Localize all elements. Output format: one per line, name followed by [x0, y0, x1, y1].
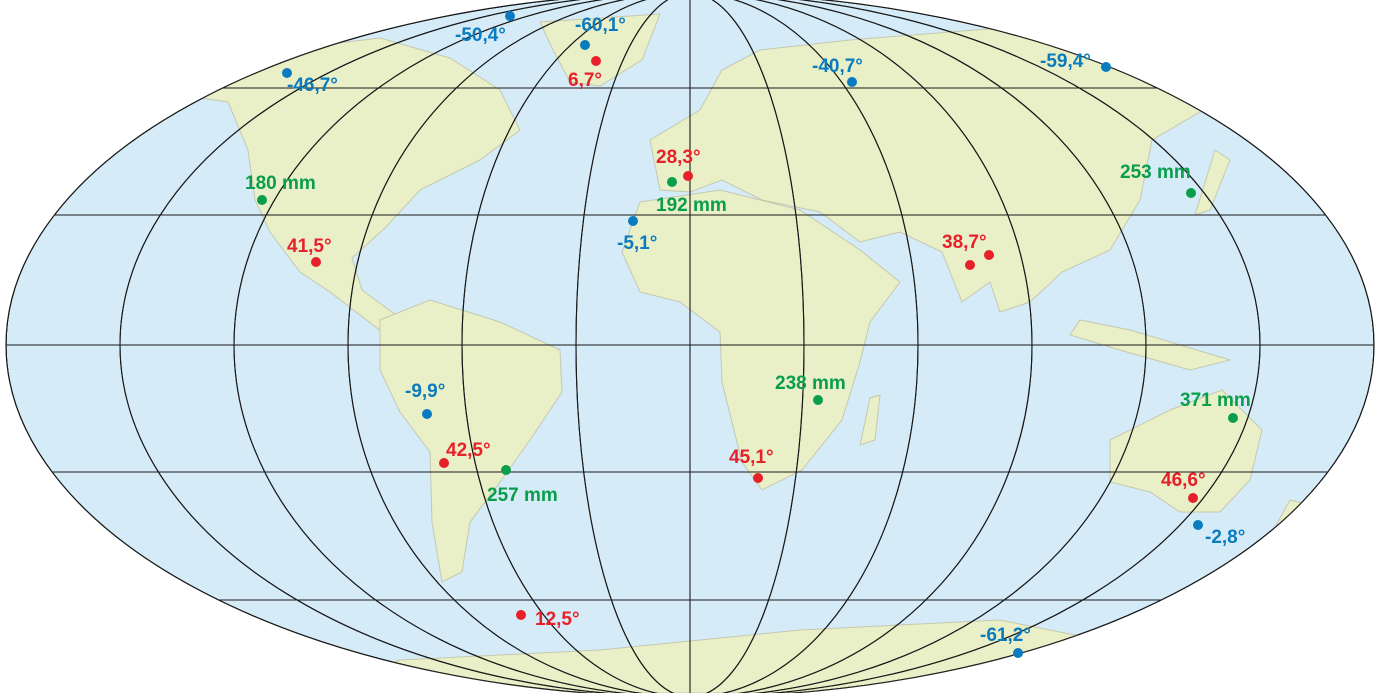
marker-label: -5,1° [617, 233, 657, 254]
marker-max-temp: 28,3° [656, 147, 701, 181]
marker-min-temp: -50,4° [455, 11, 515, 46]
marker-label: -61,2° [980, 625, 1031, 646]
marker-label: 253 mm [1120, 162, 1191, 183]
marker-max-temp: 12,5° [516, 609, 580, 630]
marker-dot [984, 250, 994, 260]
eurasia [649, 27, 1252, 313]
marker-dot [1101, 62, 1111, 72]
marker-max-temp: 6,7° [568, 56, 602, 91]
marker-dot [257, 195, 267, 205]
marker-dot [501, 465, 511, 475]
marker-label: 28,3° [656, 147, 701, 168]
marker-precipitation: 257 mm [487, 465, 558, 506]
marker-min-temp: -59,4° [1040, 51, 1111, 72]
marker-dot [516, 610, 526, 620]
marker-max-temp: 38,7° [942, 232, 994, 270]
marker-dot [813, 395, 823, 405]
marker-label: 45,1° [729, 447, 774, 468]
marker-label: 46,6° [1161, 470, 1206, 491]
marker-min-temp: -46,7° [282, 68, 338, 96]
marker-dot [591, 56, 601, 66]
marker-label: 38,7° [942, 232, 987, 253]
marker-dot [1186, 188, 1196, 198]
marker-dot [1228, 413, 1238, 423]
marker-label: 180 mm [245, 173, 316, 194]
marker-label: 257 mm [487, 485, 558, 506]
marker-min-temp: -5,1° [617, 216, 657, 254]
marker-label: -50,4° [455, 25, 506, 46]
marker-precipitation: 371 mm [1180, 390, 1251, 423]
marker-max-temp: 45,1° [729, 447, 774, 483]
marker-label: 6,7° [568, 70, 602, 91]
marker-precipitation: 180 mm [245, 173, 316, 205]
marker-dot [847, 77, 857, 87]
marker-label: 192 mm [656, 195, 727, 216]
meridian-line [461, 0, 919, 693]
marker-dot [1193, 520, 1203, 530]
meridian-line [575, 0, 805, 693]
meridian-line [233, 0, 1147, 693]
marker-label: -59,4° [1040, 51, 1091, 72]
marker-label: 371 mm [1180, 390, 1251, 411]
marker-min-temp: -60,1° [575, 15, 626, 50]
marker-dot [628, 216, 638, 226]
marker-max-temp: 41,5° [287, 236, 332, 267]
marker-label: 238 mm [775, 373, 846, 394]
marker-label: 42,5° [446, 440, 491, 461]
marker-dot [311, 257, 321, 267]
marker-dot [580, 40, 590, 50]
marker-dot [965, 260, 975, 270]
marker-min-temp: -61,2° [980, 625, 1031, 658]
marker-label: -2,8° [1205, 527, 1245, 548]
marker-min-temp: -9,9° [405, 381, 445, 419]
marker-dot [439, 458, 449, 468]
north-america [119, 37, 521, 333]
madagascar [859, 394, 881, 446]
marker-dot [753, 473, 763, 483]
australia [1109, 389, 1263, 513]
greenland [539, 13, 661, 87]
africa [621, 189, 901, 491]
marker-precipitation: 238 mm [775, 373, 846, 405]
meridian-line [119, 0, 1261, 693]
marker-dot [1188, 493, 1198, 503]
marker-label: -9,9° [405, 381, 445, 402]
marker-dot [1013, 648, 1023, 658]
marker-precipitation: 192 mm [656, 177, 727, 216]
marker-label: -60,1° [575, 15, 626, 36]
marker-label: 41,5° [287, 236, 332, 257]
marker-max-temp: 46,6° [1161, 470, 1206, 503]
marker-dot [683, 171, 693, 181]
marker-min-temp: -40,7° [812, 56, 863, 87]
japan [1194, 149, 1231, 216]
meridian-line [347, 0, 1033, 693]
marker-dot [667, 177, 677, 187]
marker-dot [282, 68, 292, 78]
marker-layer: -50,4° -60,1° 6,7° -46,7° -40,7° -59,4° 28,3° 1… [245, 11, 1251, 658]
marker-max-temp: 42,5° [439, 440, 491, 468]
marker-label: -40,7° [812, 56, 863, 77]
marker-min-temp: -2,8° [1193, 520, 1245, 548]
marker-precipitation: 253 mm [1120, 162, 1196, 198]
marker-label: -46,7° [287, 75, 338, 96]
marker-label: 12,5° [535, 609, 580, 630]
marker-dot [505, 11, 515, 21]
marker-dot [422, 409, 432, 419]
